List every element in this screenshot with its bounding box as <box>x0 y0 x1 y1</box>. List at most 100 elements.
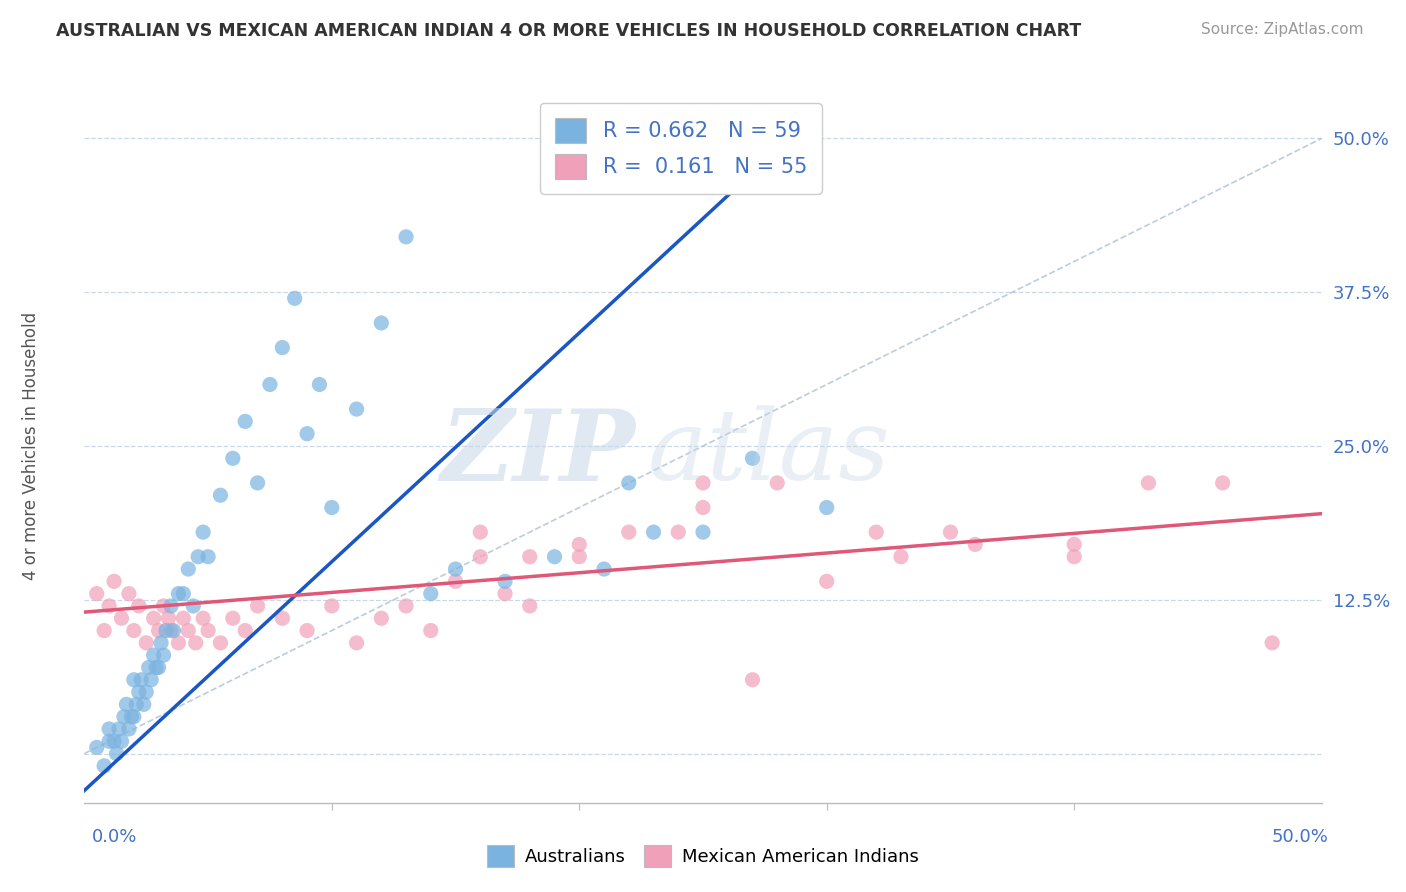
Point <box>692 525 714 540</box>
Point <box>494 587 516 601</box>
Point <box>271 611 294 625</box>
Point <box>187 549 209 564</box>
Point <box>160 599 183 613</box>
Text: AUSTRALIAN VS MEXICAN AMERICAN INDIAN 4 OR MORE VEHICLES IN HOUSEHOLD CORRELATIO: AUSTRALIAN VS MEXICAN AMERICAN INDIAN 4 … <box>56 22 1081 40</box>
Point <box>370 611 392 625</box>
Point <box>519 549 541 564</box>
Point <box>284 291 307 305</box>
Point <box>246 475 269 490</box>
Point <box>346 636 368 650</box>
Point <box>155 624 177 638</box>
Point <box>150 636 173 650</box>
Point <box>295 426 318 441</box>
Point <box>181 599 204 613</box>
Point <box>494 574 516 589</box>
Point <box>766 475 789 490</box>
Point <box>741 451 763 466</box>
Point <box>222 451 245 466</box>
Point <box>141 673 163 687</box>
Point <box>167 587 190 601</box>
Point <box>172 587 194 601</box>
Point <box>1063 537 1085 551</box>
Point <box>157 611 180 625</box>
Point <box>115 698 138 712</box>
Text: atlas: atlas <box>647 406 890 500</box>
Point <box>112 709 135 723</box>
Point <box>177 624 200 638</box>
Point <box>865 525 887 540</box>
Text: 50.0%: 50.0% <box>1272 828 1329 846</box>
Point <box>142 611 165 625</box>
Point <box>120 709 142 723</box>
Legend: R = 0.662   N = 59, R =  0.161   N = 55: R = 0.662 N = 59, R = 0.161 N = 55 <box>540 103 821 194</box>
Point <box>233 624 256 638</box>
Point <box>568 549 591 564</box>
Point <box>191 611 214 625</box>
Point <box>118 722 141 736</box>
Point <box>593 562 616 576</box>
Point <box>125 698 148 712</box>
Point <box>160 624 183 638</box>
Point <box>643 525 665 540</box>
Point <box>191 525 214 540</box>
Point <box>122 709 145 723</box>
Point <box>617 475 640 490</box>
Point <box>1261 636 1284 650</box>
Point <box>105 747 128 761</box>
Point <box>184 636 207 650</box>
Point <box>128 599 150 613</box>
Point <box>1137 475 1160 490</box>
Point <box>93 624 115 638</box>
Point <box>110 734 132 748</box>
Point <box>370 316 392 330</box>
Point <box>98 722 121 736</box>
Point <box>939 525 962 540</box>
Point <box>135 685 157 699</box>
Point <box>395 230 418 244</box>
Point <box>815 574 838 589</box>
Point <box>741 673 763 687</box>
Point <box>271 341 294 355</box>
Point <box>197 549 219 564</box>
Point <box>132 698 155 712</box>
Point <box>419 624 441 638</box>
Point <box>519 599 541 613</box>
Point <box>148 660 170 674</box>
Point <box>444 574 467 589</box>
Point <box>346 402 368 417</box>
Point <box>692 500 714 515</box>
Point <box>308 377 330 392</box>
Point <box>103 574 125 589</box>
Point <box>419 587 441 601</box>
Point <box>1212 475 1234 490</box>
Point <box>148 624 170 638</box>
Point <box>86 740 108 755</box>
Text: ZIP: ZIP <box>440 405 636 501</box>
Point <box>122 624 145 638</box>
Point <box>246 599 269 613</box>
Point <box>138 660 160 674</box>
Point <box>162 624 184 638</box>
Point <box>152 599 174 613</box>
Point <box>965 537 987 551</box>
Point <box>259 377 281 392</box>
Point <box>86 587 108 601</box>
Point <box>222 611 245 625</box>
Point <box>1063 549 1085 564</box>
Point <box>543 549 565 564</box>
Point <box>172 611 194 625</box>
Point <box>152 648 174 662</box>
Point <box>177 562 200 576</box>
Point <box>118 587 141 601</box>
Text: 0.0%: 0.0% <box>91 828 136 846</box>
Point <box>98 734 121 748</box>
Point <box>395 599 418 613</box>
Point <box>444 562 467 576</box>
Point <box>568 537 591 551</box>
Point <box>122 673 145 687</box>
Point <box>209 636 232 650</box>
Text: 4 or more Vehicles in Household: 4 or more Vehicles in Household <box>22 312 39 580</box>
Point <box>209 488 232 502</box>
Point <box>666 525 689 540</box>
Text: Source: ZipAtlas.com: Source: ZipAtlas.com <box>1201 22 1364 37</box>
